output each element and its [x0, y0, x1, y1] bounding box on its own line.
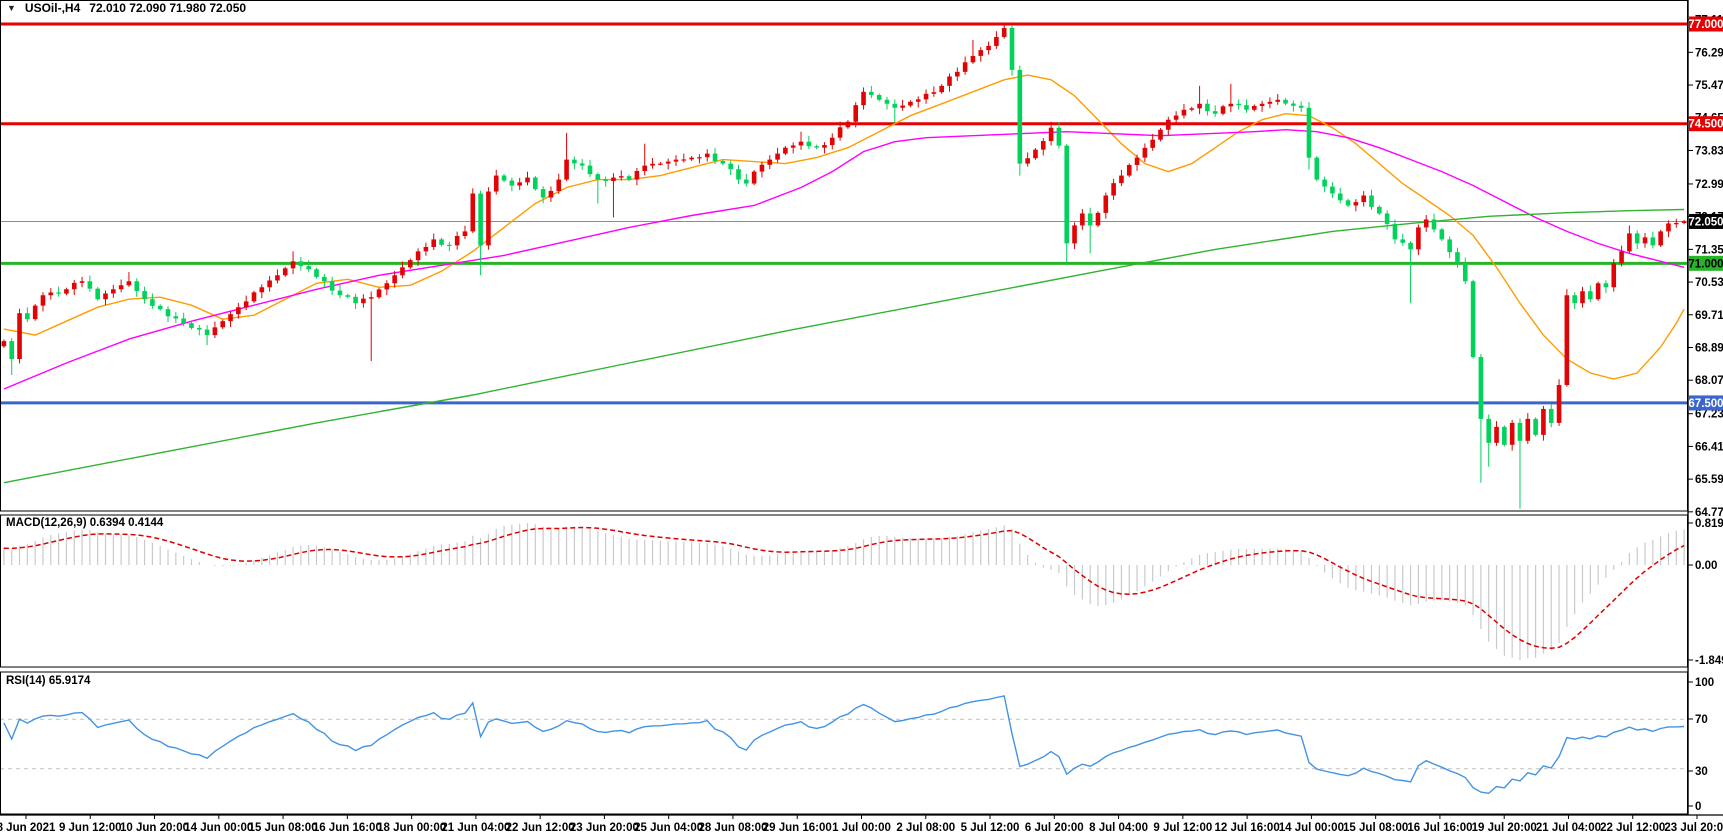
price-tick-label: 70.530	[1695, 277, 1723, 289]
chart-title: ▼ USOil-,H4 72.010 72.090 71.980 72.050	[7, 1, 246, 15]
current-price-72050-price-label	[1689, 213, 1723, 229]
time-axis-label: 14 Jun 00:00	[184, 822, 253, 834]
time-axis-label: 22 Jul 12:00	[1600, 822, 1665, 834]
support-67500-price-label-text: 67.500	[1688, 398, 1723, 410]
macd-plot[interactable]	[3, 523, 1685, 660]
price-tick-label: 71.350	[1695, 244, 1723, 256]
candles-layer	[1, 24, 1687, 509]
price-tick-label: 66.410	[1695, 441, 1723, 453]
price-tick-label: 65.590	[1695, 474, 1723, 486]
time-axis-label: 18 Jun 00:00	[377, 822, 446, 834]
rsi-axis-label: 30	[1695, 766, 1708, 778]
time-axis-label: 16 Jun 16:00	[313, 822, 382, 834]
price-tick-label: 68.070	[1695, 375, 1723, 387]
time-axis-label: 12 Jul 16:00	[1215, 822, 1280, 834]
price-tick-label: 64.770	[1695, 507, 1723, 519]
resistance-77000-price-label-text: 77.000	[1688, 19, 1723, 31]
time-axis-label: 9 Jun 12:00	[59, 822, 122, 834]
resistance-77000-price-label	[1689, 16, 1723, 32]
rsi-axis-label: 70	[1695, 714, 1708, 726]
symbol-period-label: USOil-,H4	[24, 1, 81, 15]
time-axis-label: 28 Jun 08:00	[698, 822, 767, 834]
price-tick-label: 73.830	[1695, 145, 1723, 157]
ma-slow-green	[3, 208, 1685, 484]
time-axis-label: 21 Jun 04:00	[441, 822, 510, 834]
price-axis[interactable]: 77.11076.29075.47074.65073.83072.99072.1…	[1688, 15, 1723, 813]
time-axis-label: 19 Jul 20:00	[1472, 822, 1537, 834]
rsi-axis-label: 100	[1695, 677, 1714, 689]
symbol-dropdown-icon[interactable]: ▼	[7, 3, 16, 13]
current-price-72050-price-label-text: 72.050	[1688, 216, 1723, 228]
support-71000-price-label-text: 71.000	[1688, 258, 1723, 270]
macd-axis-label: 0.8198	[1695, 518, 1723, 530]
price-tick-label: 75.470	[1695, 80, 1723, 92]
time-axis-label: 8 Jul 04:00	[1089, 822, 1148, 834]
price-tick-label: 69.710	[1695, 310, 1723, 322]
rsi-indicator-label: RSI(14) 65.9174	[6, 675, 91, 687]
ma-fast-orange	[3, 74, 1685, 380]
time-axis-label: 1 Jul 00:00	[832, 822, 891, 834]
rsi-line	[3, 695, 1685, 795]
time-axis-label: 16 Jul 16:00	[1407, 822, 1472, 834]
main-chart-plot[interactable]	[0, 22, 1688, 509]
time-axis-label: 23 Jul 20:00	[1664, 822, 1723, 834]
price-tick-label: 72.990	[1695, 179, 1723, 191]
macd-indicator-label: MACD(12,26,9) 0.6394 0.4144	[6, 517, 164, 529]
time-axis-label: 14 Jul 00:00	[1279, 822, 1344, 834]
support-71000-price-label	[1689, 255, 1723, 271]
support-67500-price-label	[1689, 395, 1723, 411]
price-tick-label: 67.230	[1695, 409, 1723, 421]
time-axis-label: 9 Jul 12:00	[1153, 822, 1212, 834]
price-tick-label: 76.290	[1695, 47, 1723, 59]
time-axis-label: 21 Jul 04:00	[1536, 822, 1601, 834]
ohlc-values: 72.010 72.090 71.980 72.050	[89, 1, 247, 15]
time-axis-label: 15 Jul 08:00	[1343, 822, 1408, 834]
time-axis-label: 10 Jun 20:00	[120, 822, 189, 834]
time-axis-label: 2 Jul 08:00	[896, 822, 955, 834]
time-axis-label: 23 Jun 20:00	[570, 822, 639, 834]
price-tick-label: 68.890	[1695, 342, 1723, 354]
resistance-74500-price-label-text: 74.500	[1688, 119, 1723, 131]
macd-axis-label: 0.00	[1695, 560, 1717, 572]
macd-axis-label: -1.8495	[1695, 655, 1723, 667]
time-axis-label: 15 Jun 08:00	[249, 822, 318, 834]
time-axis-label: 29 Jun 16:00	[763, 822, 832, 834]
time-axis-label: 5 Jul 12:00	[961, 822, 1020, 834]
macd-signal-line	[3, 526, 1685, 650]
time-axis-label: 22 Jun 12:00	[506, 822, 575, 834]
time-axis-label: 25 Jun 04:00	[634, 822, 703, 834]
rsi-plot[interactable]	[0, 695, 1688, 795]
time-axis-label: 8 Jun 2021	[0, 822, 56, 834]
ma-mid-magenta	[3, 128, 1685, 390]
time-axis-label: 6 Jul 20:00	[1025, 822, 1084, 834]
resistance-74500-price-label	[1689, 116, 1723, 132]
rsi-axis-label: 0	[1695, 801, 1701, 813]
